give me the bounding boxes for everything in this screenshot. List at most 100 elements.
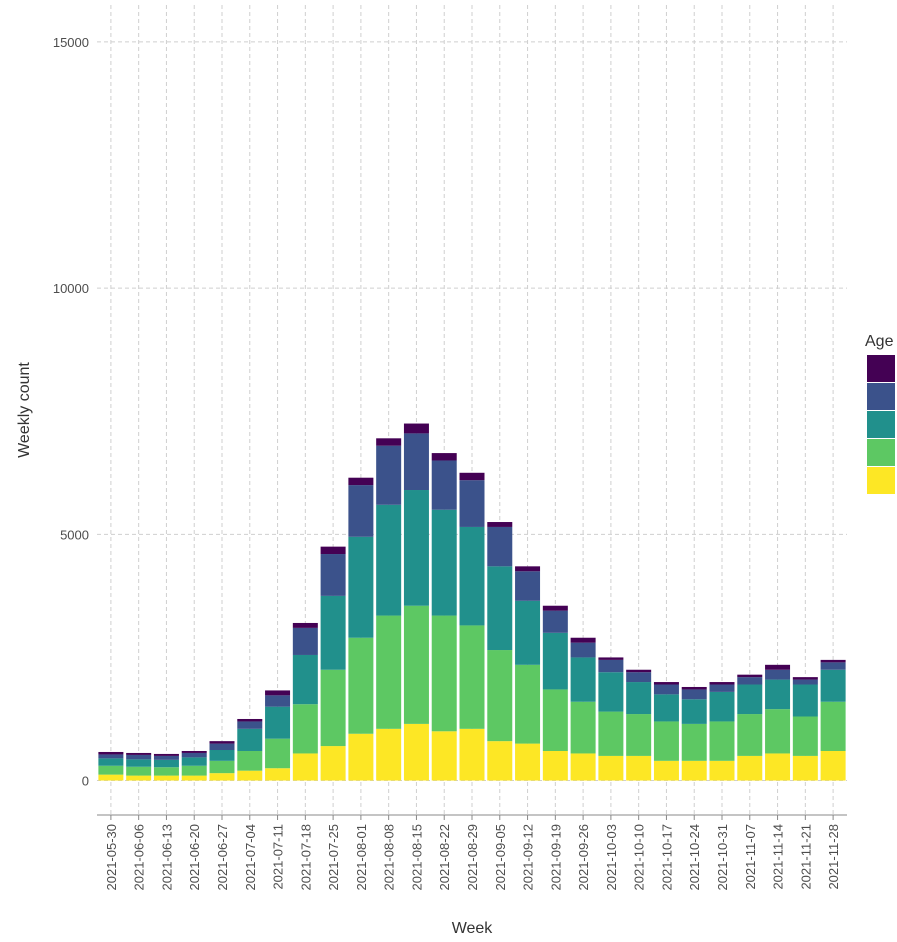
bar-segment: [292, 654, 318, 705]
bar-segment: [570, 753, 596, 781]
bar-segment: [237, 770, 263, 781]
bar-segment: [431, 731, 457, 781]
bar-segment: [265, 690, 291, 696]
bar-segment: [820, 750, 846, 781]
bar-segment: [709, 691, 735, 722]
bar-segment: [181, 750, 207, 753]
bar-segment: [459, 625, 485, 729]
bar-segment: [709, 684, 735, 692]
y-tick-label: 10000: [53, 281, 89, 296]
bar-segment: [237, 750, 263, 771]
bar-segment: [209, 750, 235, 761]
bar-segment: [209, 743, 235, 751]
bar-segment: [403, 433, 429, 491]
y-axis-title: Weekly count: [16, 362, 33, 458]
bar-segment: [348, 536, 374, 638]
x-tick-label: 2021-10-10: [632, 824, 647, 891]
bar-segment: [570, 642, 596, 658]
bar-segment: [598, 657, 624, 660]
bar-segment: [320, 669, 346, 747]
bar-segment: [403, 490, 429, 606]
x-tick-label: 2021-07-04: [243, 824, 258, 891]
x-tick-label: 2021-06-13: [159, 824, 174, 891]
bar-segment: [348, 733, 374, 781]
bar-segment: [126, 775, 152, 781]
x-tick-label: 2021-09-26: [576, 824, 591, 891]
bar-segment: [348, 485, 374, 537]
bar-segment: [515, 664, 541, 744]
bar-segment: [792, 677, 818, 680]
bar-segment: [209, 773, 235, 781]
bar-segment: [626, 755, 652, 781]
x-tick-label: 2021-10-31: [715, 824, 730, 891]
bar-segment: [181, 757, 207, 766]
bar-segment: [320, 595, 346, 670]
bar-segment: [626, 672, 652, 683]
x-tick-label: 2021-09-19: [548, 824, 563, 891]
bar-segment: [515, 571, 541, 601]
bar-segment: [737, 674, 763, 678]
bar-segment: [626, 714, 652, 756]
bar-segment: [737, 714, 763, 756]
x-tick-label: 2021-11-21: [798, 824, 813, 890]
bar-segment: [765, 679, 791, 710]
bar-segment: [126, 759, 152, 767]
bar-segment: [459, 480, 485, 527]
x-tick-label: 2021-11-28: [826, 824, 841, 890]
bar-segment: [153, 767, 179, 776]
bar-segment: [542, 689, 568, 751]
bar-segment: [209, 760, 235, 774]
bar-segment: [98, 758, 124, 766]
bar-segment: [237, 718, 263, 722]
bar-segment: [626, 682, 652, 715]
bar-segment: [515, 743, 541, 781]
x-tick-label: 2021-07-25: [326, 824, 341, 891]
x-tick-label: 2021-05-30: [104, 824, 119, 891]
x-tick-label: 2021-07-18: [298, 824, 313, 891]
x-tick-label: 2021-11-14: [771, 824, 786, 890]
bar-segment: [542, 605, 568, 611]
bar-segment: [820, 659, 846, 663]
bar-segment: [820, 662, 846, 670]
bar-segment: [765, 664, 791, 670]
x-tick-label: 2021-08-01: [354, 824, 369, 891]
bar-segment: [403, 723, 429, 781]
bar-segment: [765, 669, 791, 680]
bar-segment: [265, 738, 291, 769]
bar-segment: [376, 445, 402, 505]
bar-segment: [181, 752, 207, 758]
bar-segment: [265, 768, 291, 781]
bar-segment: [98, 754, 124, 759]
bar-segment: [292, 753, 318, 781]
x-tick-label: 2021-10-03: [604, 824, 619, 891]
x-tick-label: 2021-11-07: [743, 824, 758, 890]
bar-segment: [626, 669, 652, 673]
bar-segment: [265, 706, 291, 739]
bar-segment: [153, 759, 179, 768]
bar-segment: [598, 672, 624, 712]
legend-key: [867, 439, 895, 466]
bar-segment: [598, 711, 624, 756]
bar-segment: [320, 546, 346, 555]
bar-segment: [709, 760, 735, 781]
bar-segment: [459, 728, 485, 781]
x-tick-label: 2021-08-22: [437, 824, 452, 891]
bar-segment: [709, 721, 735, 761]
legend-key: [867, 355, 895, 382]
bar-segment: [403, 423, 429, 434]
bar-segment: [431, 615, 457, 732]
bar-segment: [792, 679, 818, 685]
bar-segment: [487, 526, 513, 567]
bar-segment: [320, 746, 346, 781]
bar-segment: [376, 615, 402, 729]
x-tick-label: 2021-10-24: [687, 824, 702, 891]
y-tick-label: 15000: [53, 35, 89, 50]
bar-segment: [792, 716, 818, 756]
legend-key: [867, 467, 895, 494]
legend-key: [867, 383, 895, 410]
bar-segment: [431, 453, 457, 461]
bar-segment: [181, 775, 207, 781]
bar-segment: [487, 741, 513, 781]
bar-segment: [431, 460, 457, 510]
bar-segment: [237, 721, 263, 729]
